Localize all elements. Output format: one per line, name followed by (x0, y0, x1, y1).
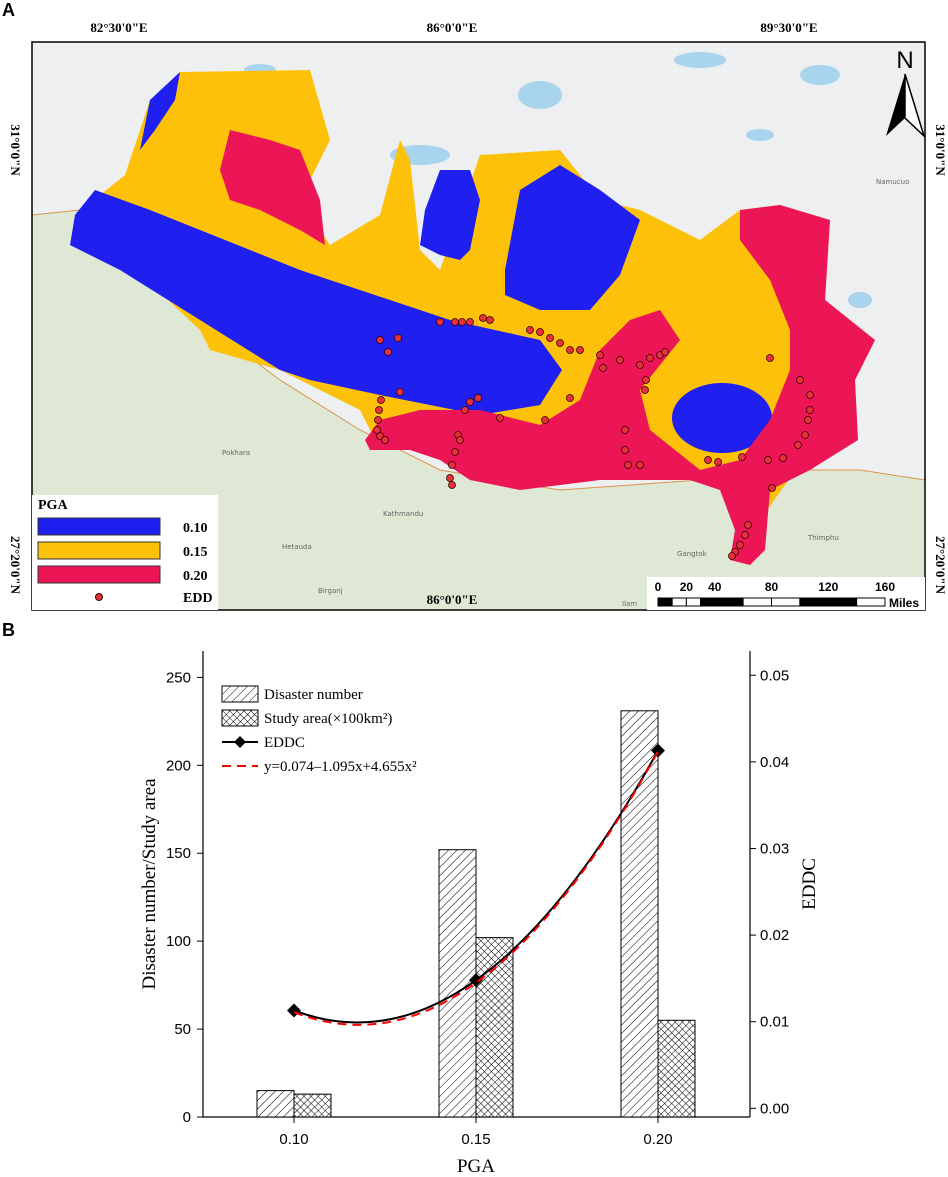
longitude-label: 82°30'0"E (90, 20, 147, 35)
legend-label: Disaster number (264, 687, 363, 703)
latitude-label: 31°0'0"N (8, 124, 23, 176)
scale-segment (714, 597, 744, 607)
scale-segment (799, 597, 829, 607)
place-name: Kathmandu (383, 510, 423, 518)
chart: B PGA Disaster number/Study area EDDC 0 5… (2, 620, 820, 1177)
line (293, 750, 659, 1026)
y-tick-label: 250 (166, 669, 191, 686)
bar (256, 1090, 295, 1118)
bar (293, 1093, 332, 1118)
north-arrow (904, 73, 926, 139)
pga-zone-010 (70, 190, 562, 415)
line (293, 750, 659, 1024)
scale-segment (771, 597, 801, 607)
north-arrow (886, 74, 905, 136)
y2-tick-label: 0.02 (760, 927, 789, 944)
map-legend-label: EDD (183, 591, 213, 606)
place-name: Hetauda (282, 543, 312, 551)
legend-swatch (234, 736, 246, 748)
marker (469, 973, 483, 988)
legend-label: EDDC (264, 735, 305, 751)
scale-tick-label: 20 (680, 580, 694, 594)
y-tick-label: 0 (183, 1109, 191, 1126)
scale-bar: 0 20 40 80 120 160 (655, 580, 895, 607)
map-legend-label: 0.15 (183, 545, 208, 560)
map-legend-label: 0.10 (183, 521, 208, 536)
pga-zone-010 (672, 383, 772, 453)
legend-swatch (37, 541, 161, 560)
longitude-label: 89°30'0"E (760, 20, 817, 35)
bar (657, 1019, 696, 1118)
y2-tick-label: 0.00 (760, 1100, 789, 1117)
lowland (32, 210, 925, 610)
x-axis-label: PGA (457, 1156, 495, 1177)
x-tick-label: 0.15 (461, 1131, 490, 1148)
scale-segment (742, 597, 772, 607)
bar (475, 937, 514, 1118)
map-legend-title: PGA (38, 498, 68, 513)
scale-segment (657, 597, 673, 607)
marker (287, 1003, 301, 1018)
y2-tick-label: 0.01 (760, 1014, 789, 1031)
legend-label: Study area(×100km²) (264, 711, 392, 727)
y-tick-label: 150 (166, 845, 191, 862)
place-name: Ilam (622, 600, 637, 608)
map-frame (31, 41, 926, 611)
y2-tick-label: 0.03 (760, 840, 789, 857)
scale-segment (685, 597, 702, 607)
map-legend-label: 0.20 (183, 569, 208, 584)
y2-tick-label: 0.04 (760, 754, 789, 771)
latitude-label: 27°20'0"N (8, 536, 23, 595)
map: A (2, 0, 948, 611)
north-label: N (896, 47, 913, 74)
y-tick-label: 200 (166, 757, 191, 774)
legend-swatch (37, 565, 161, 584)
latitude-label: 27°20'0"N (933, 536, 948, 595)
scale-segment (671, 597, 687, 607)
scale-segment (856, 597, 886, 607)
panel-label: B (2, 620, 15, 640)
y-axis-label: Disaster number/Study area (139, 778, 160, 990)
legend-swatch (221, 685, 259, 703)
y-tick-label: 100 (166, 933, 191, 950)
legend-swatch (221, 709, 259, 727)
place-name: Pokhara (222, 449, 250, 457)
edd-points (373, 314, 814, 560)
panel-label: A (2, 0, 15, 20)
pga-zone-010 (140, 72, 180, 150)
scale-tick-label: 120 (818, 580, 838, 594)
scale-tick-label: 160 (875, 580, 895, 594)
longitude-label: 86°0'0"E (427, 592, 478, 607)
longitude-label: 86°0'0"E (427, 20, 478, 35)
scale-tick-label: 0 (655, 580, 662, 594)
place-name: Thimphu (807, 534, 839, 542)
marker (651, 743, 665, 758)
scale-segment (827, 597, 858, 607)
legend-swatch (37, 517, 161, 536)
scale-unit: Miles (889, 596, 919, 610)
place-name: Birganj (318, 587, 343, 595)
x-tick-label: 0.10 (279, 1131, 308, 1148)
scale-tick-label: 80 (765, 580, 779, 594)
scale-tick-label: 40 (708, 580, 722, 594)
pga-zone-020 (220, 130, 325, 245)
place-name: Namucuo (876, 178, 909, 186)
y2-tick-label: 0.05 (760, 667, 789, 684)
pga-zone-020 (365, 205, 875, 565)
latitude-label: 31°0'0"N (933, 124, 948, 176)
legend-label: y=0.074–1.095x+4.655x² (264, 759, 417, 775)
legend-swatch (95, 593, 103, 601)
pga-zone-010 (505, 165, 640, 310)
pga-zone-010 (420, 170, 480, 260)
scale-segment (700, 597, 716, 607)
bar (620, 710, 659, 1118)
y2-axis-label: EDDC (799, 858, 820, 910)
x-tick-label: 0.20 (643, 1131, 672, 1148)
place-name: Gangtok (677, 550, 708, 558)
y-tick-label: 50 (174, 1021, 191, 1038)
